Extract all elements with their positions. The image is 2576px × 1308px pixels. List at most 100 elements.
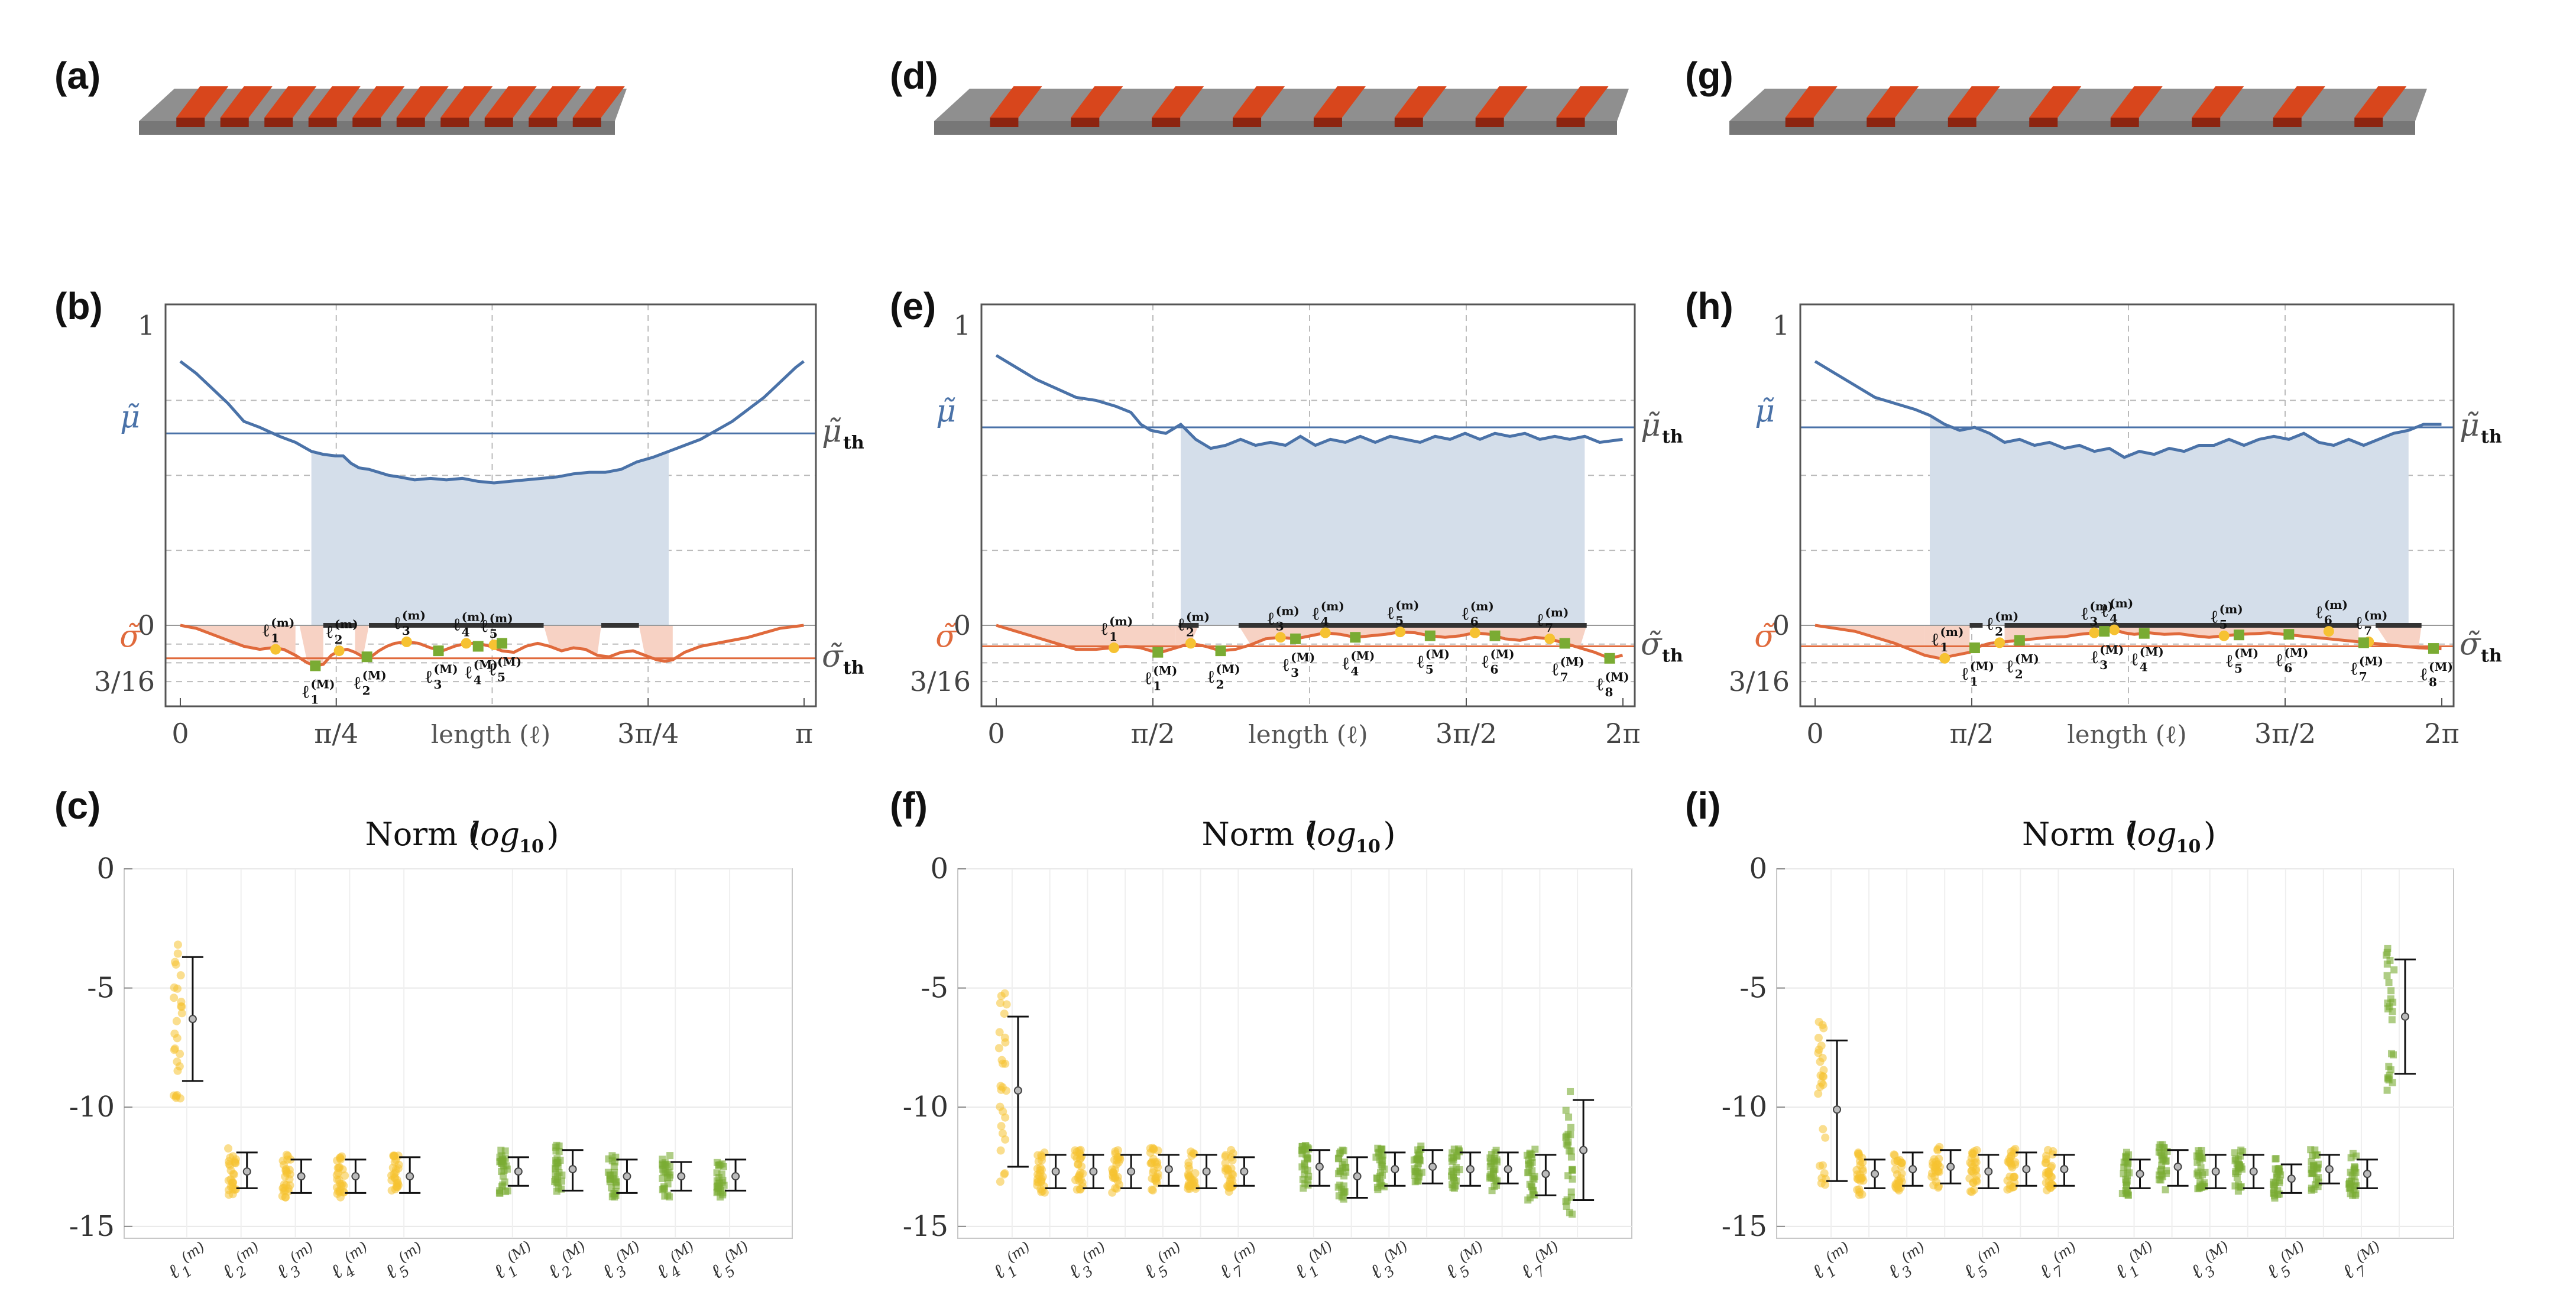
norm-title-sub: 10 [1356,836,1381,857]
x-category-label: ℓ3(m) [1884,1238,1928,1284]
norm-title-sub: 10 [2176,836,2201,857]
x-category-sup: (m) [287,1238,316,1266]
strip [2354,86,2407,118]
x-category-label: ℓ1(m) [989,1238,1033,1284]
local-minimum-marker [1395,627,1406,638]
sample-point [995,1028,1004,1037]
sample-point [2231,1149,2238,1157]
y-tick-label: -10 [903,1090,948,1124]
sample-point [1562,1198,1570,1206]
panel-label-g: (g) [1685,54,1733,97]
sample-point [1304,1154,1311,1162]
sample-point [610,1163,618,1171]
minimum-label-sub: 1 [1109,629,1117,644]
x-category-label: ℓ7(M) [1517,1238,1561,1284]
sample-point [2162,1186,2169,1194]
sample-point [282,1167,291,1176]
strip-array-illustration-d [934,86,1629,135]
sigma-symbol: σ̃ [935,619,957,654]
maximum-label: ℓ [489,659,495,680]
sample-point [2046,1163,2055,1172]
minimum-label-sup: (m) [2089,599,2113,614]
mu-threshold-sub: th [2481,427,2502,447]
sample-point [1149,1166,1158,1174]
mu-symbol: μ̃ [936,394,956,429]
y-tick-label: -15 [1722,1210,1767,1243]
x-tick-label: 2π [2424,718,2460,749]
sample-point [1450,1156,1457,1164]
local-maximum-marker [472,641,484,652]
sample-point [498,1152,506,1160]
x-tick-label: 0 [171,718,189,749]
minimum-label-sup: (m) [2364,608,2387,622]
x-category-name: ℓ [326,1260,347,1284]
maximum-label-sup: (M) [1970,659,1994,673]
x-category-label: ℓ1(M) [1290,1238,1336,1284]
sample-point [173,949,182,958]
sample-point [1229,1149,1237,1158]
x-category-name: ℓ [652,1260,673,1284]
sample-point [1855,1190,1864,1199]
sample-point [996,1177,1005,1186]
maximum-label-sub: 1 [310,692,319,706]
sample-point [1814,1017,1823,1026]
mean-marker [2136,1170,2144,1179]
sample-point [1935,1167,1943,1176]
strip [1556,86,1609,118]
y-tick-label: 0 [138,609,155,641]
x-axis-label: length (ℓ) [431,720,550,749]
strip-front [2110,118,2139,127]
minimum-label: ℓ [2211,607,2218,628]
sigma-band [1924,625,1970,658]
sample-point [1153,1146,1162,1155]
x-category-name: ℓ [272,1260,293,1284]
sample-point [282,1150,291,1159]
sigma-threshold-sub: th [843,658,864,679]
mean-marker [1541,1170,1550,1179]
maximum-label: ℓ [1145,668,1151,689]
sample-point [2198,1147,2205,1154]
mu-threshold-sub: th [843,433,864,453]
maximum-label-sup: (M) [2429,660,2453,674]
sample-point [1038,1156,1046,1165]
sample-point [610,1190,617,1197]
mean-marker [1579,1145,1588,1154]
sample-point [2122,1158,2130,1166]
plot-frame [124,868,793,1239]
strip-front [176,118,205,127]
x-category-name: ℓ [598,1260,618,1284]
sample-point [2195,1171,2202,1179]
maximum-label: ℓ [465,663,472,683]
mu-below-threshold-region [311,451,669,625]
sample-point [2387,995,2394,1003]
mu-below-threshold-region [1930,415,2409,625]
maximum-label-sub: 7 [2359,669,2367,683]
maximum-label-sub: 6 [1490,663,1499,677]
minimum-label-sup: (m) [1109,614,1133,628]
plot-frame [164,303,817,707]
strip-front [1867,118,1895,127]
x-category-sup: (M) [1305,1238,1336,1266]
x-category-name: ℓ [2035,1260,2056,1284]
maximum-label-sup: (M) [2284,645,2308,660]
mean-marker [2363,1170,2371,1179]
sample-point [1190,1149,1198,1158]
minimum-label-sup: (m) [1395,598,1419,612]
sample-point [1417,1145,1425,1153]
strip-front [1233,118,1262,127]
x-category-label: ℓ3(m) [1064,1238,1109,1284]
sample-point [666,1193,673,1201]
mean-marker [568,1165,577,1174]
sample-point [2272,1155,2279,1163]
sample-point [1528,1167,1536,1174]
minimum-label: ℓ [1987,614,1993,634]
sample-point [659,1186,666,1193]
norm-title-sub: 10 [519,836,544,857]
sample-point [1077,1162,1086,1171]
minimum-label: ℓ [2101,601,2108,622]
sample-point [1305,1173,1313,1180]
y-tick-label: 0 [954,609,971,641]
mu-curve [995,354,1623,450]
local-maximum-marker [361,651,372,663]
minimum-label-sub: 6 [1470,615,1479,629]
